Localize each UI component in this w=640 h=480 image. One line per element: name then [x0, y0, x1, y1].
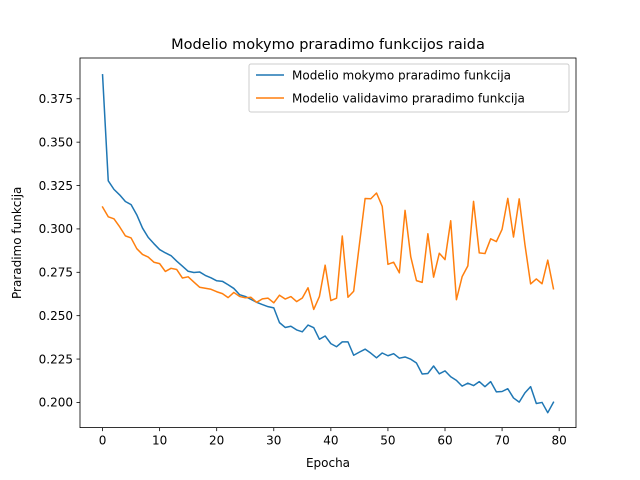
y-tick-label: 0.350 [39, 135, 73, 149]
chart-title: Modelio mokymo praradimo funkcijos raida [171, 37, 485, 53]
y-tick-label: 0.325 [39, 179, 73, 193]
y-tick-label: 0.375 [39, 92, 73, 106]
y-tick-label: 0.225 [39, 352, 73, 366]
x-tick-label: 60 [437, 434, 452, 448]
x-tick-label: 40 [323, 434, 338, 448]
legend-label-validation: Modelio validavimo praradimo funkcija [292, 92, 525, 106]
x-tick-label: 30 [266, 434, 281, 448]
y-tick-label: 0.250 [39, 309, 73, 323]
plot-area: 0 10 20 30 40 50 60 70 80 0.2000.2250.2500.2750.… [39, 57, 577, 448]
y-tick-label: 0.200 [39, 396, 73, 410]
validation-loss-line [101, 192, 555, 311]
y-axis-label: Praradimo funkcija [10, 187, 24, 299]
x-tick-label: 0 [99, 434, 107, 448]
x-tick-label: 10 [152, 434, 167, 448]
y-tick-label: 0.275 [39, 266, 73, 280]
x-axis-label: Epocha [306, 456, 350, 470]
plot-frame [79, 57, 577, 429]
y-axis: 0.200 0.225 0.250 0.275 0.300 0.325 0.350 0.375 [39, 92, 80, 410]
x-tick-label: 20 [209, 434, 224, 448]
legend: Modelio mokymo praradimo funkcija Modeli… [248, 63, 570, 113]
x-tick-label: 70 [494, 434, 509, 448]
series-layer [101, 74, 555, 414]
y-tick-label: 0.300 [39, 222, 73, 236]
x-tick-label: 50 [380, 434, 395, 448]
legend-box [248, 63, 570, 113]
training-loss-line [101, 74, 555, 414]
legend-label-training: Modelio mokymo praradimo funkcija [292, 69, 511, 83]
x-axis: 0 10 20 30 40 50 60 70 80 [99, 427, 567, 448]
x-tick-label: 80 [552, 434, 567, 448]
